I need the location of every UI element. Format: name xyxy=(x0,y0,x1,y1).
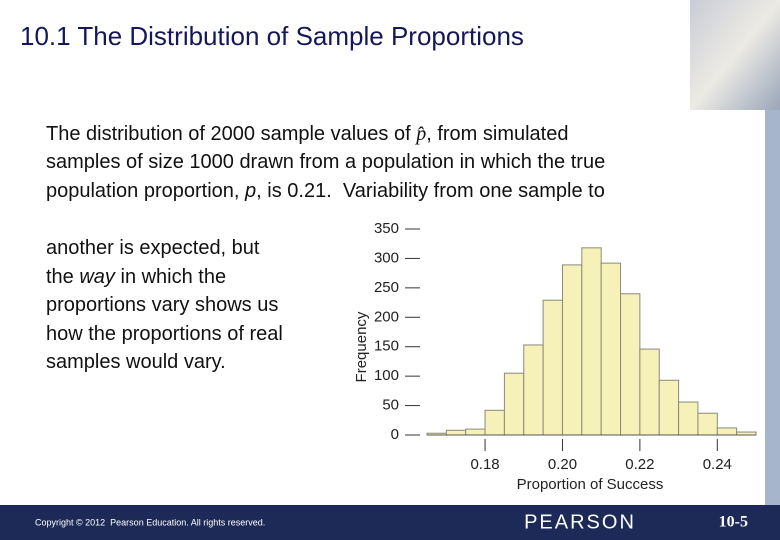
text-segment: the xyxy=(46,266,79,288)
y-tick-label: 300 xyxy=(374,249,399,266)
bar xyxy=(503,372,525,436)
y-tick-label: 350 xyxy=(374,220,399,237)
bar xyxy=(639,348,660,436)
brand: PEARSON xyxy=(524,511,636,533)
bar xyxy=(678,401,699,436)
page-number: 10-5 xyxy=(719,514,748,531)
text-segment: proportions vary shows us xyxy=(46,294,278,316)
y-tick-label: 200 xyxy=(374,308,399,325)
histogram: 0 50 100 150 200 250 300 350 Frequency 0.18 0.20 0.… xyxy=(338,215,765,503)
text-line: the way in which the xyxy=(46,266,226,288)
text-line: The distribution of 2000 sample values o… xyxy=(46,123,568,145)
y-tick-label: 0 xyxy=(391,426,399,443)
y-axis-label: Frequency xyxy=(353,311,370,382)
text-segment: in which the xyxy=(115,266,226,288)
decoration xyxy=(690,0,780,110)
footer-bar xyxy=(0,505,780,540)
text-segment: p xyxy=(244,180,256,202)
text-line: samples would vary. xyxy=(46,351,226,373)
text-segment: how the proportions of real xyxy=(46,323,283,345)
bar xyxy=(484,409,505,436)
slide-title: 10.1 The Distribution of Sample Proporti… xyxy=(20,21,524,51)
x-tick-label: 0.20 xyxy=(548,456,577,473)
text-line: samples of size 1000 drawn from a popula… xyxy=(46,151,605,173)
x-tick-label: 0.24 xyxy=(703,456,732,473)
text-line: population proportion, p, is 0.21. Varia… xyxy=(46,180,605,202)
bar xyxy=(523,344,544,436)
text-segment: samples of size 1000 drawn from a popula… xyxy=(46,151,605,173)
bar xyxy=(445,429,467,436)
bar xyxy=(465,428,486,436)
y-tick-label: 250 xyxy=(374,279,399,296)
text-segment: another is expected, but xyxy=(46,237,260,259)
text-segment: samples would vary. xyxy=(46,351,226,373)
text-segment: , is 0.21. Variability from one sample t… xyxy=(256,180,605,202)
side-strip xyxy=(765,110,780,505)
bar xyxy=(561,264,583,436)
text-segment: p̂ xyxy=(414,123,426,145)
bar xyxy=(581,247,602,436)
text-line: another is expected, but xyxy=(46,237,260,259)
bar xyxy=(620,293,641,436)
text-line: how the proportions of real xyxy=(46,323,283,345)
y-tick-label: 150 xyxy=(374,338,399,355)
y-tick-label: 100 xyxy=(374,367,399,384)
x-axis-label: Proportion of Success xyxy=(517,476,664,493)
bar xyxy=(658,379,680,436)
text-segment: population proportion, xyxy=(46,180,245,202)
body-text: The distribution of 2000 sample values o… xyxy=(46,123,605,373)
bar xyxy=(600,262,622,436)
bar xyxy=(716,427,738,436)
x-tick-label: 0.18 xyxy=(470,456,499,473)
y-tick-label: 50 xyxy=(382,397,399,414)
text-segment: The distribution of 2000 sample values o… xyxy=(46,123,416,145)
copyright: Copyright © 2012 Pearson Education. All … xyxy=(35,517,265,527)
text-line: proportions vary shows us xyxy=(46,294,278,316)
text-segment: way xyxy=(79,266,116,288)
x-tick-label: 0.22 xyxy=(625,456,654,473)
bar xyxy=(697,412,718,436)
bar xyxy=(542,299,563,436)
text-segment: , from simulated xyxy=(426,123,568,145)
